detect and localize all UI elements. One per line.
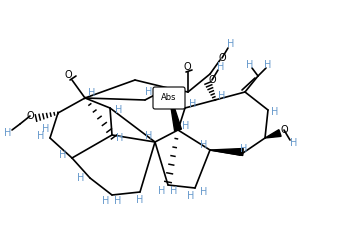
- FancyBboxPatch shape: [153, 87, 185, 109]
- Text: H: H: [227, 39, 235, 49]
- Text: H: H: [4, 128, 12, 138]
- Text: O: O: [64, 70, 72, 80]
- Text: H: H: [182, 121, 190, 131]
- Text: O: O: [183, 62, 191, 72]
- Text: H: H: [218, 91, 226, 101]
- Text: H: H: [246, 60, 254, 70]
- Polygon shape: [210, 149, 243, 155]
- Text: H: H: [102, 196, 110, 206]
- Text: H: H: [115, 105, 123, 115]
- Text: O: O: [218, 53, 226, 63]
- Text: H: H: [158, 186, 166, 196]
- Text: H: H: [77, 173, 85, 183]
- Text: H: H: [189, 99, 197, 109]
- Text: H: H: [170, 186, 178, 196]
- Text: H: H: [187, 191, 195, 201]
- Text: O: O: [26, 111, 34, 121]
- Text: Abs: Abs: [161, 94, 177, 103]
- Text: H: H: [271, 107, 279, 117]
- Text: H: H: [42, 124, 50, 134]
- Text: H: H: [116, 133, 124, 143]
- Polygon shape: [168, 88, 181, 131]
- Text: H: H: [145, 131, 153, 141]
- Text: H: H: [88, 88, 96, 98]
- Text: O: O: [280, 125, 288, 135]
- Text: H: H: [136, 195, 144, 205]
- Text: H: H: [240, 144, 248, 154]
- Text: H: H: [200, 140, 208, 150]
- Text: H: H: [145, 87, 153, 97]
- Text: H: H: [217, 62, 225, 72]
- Text: H: H: [290, 138, 298, 148]
- Text: H: H: [114, 196, 122, 206]
- Text: O: O: [208, 75, 216, 85]
- Text: H: H: [37, 131, 45, 141]
- Text: H: H: [264, 60, 272, 70]
- Text: H: H: [59, 150, 67, 160]
- Polygon shape: [265, 130, 281, 138]
- Text: H: H: [200, 187, 208, 197]
